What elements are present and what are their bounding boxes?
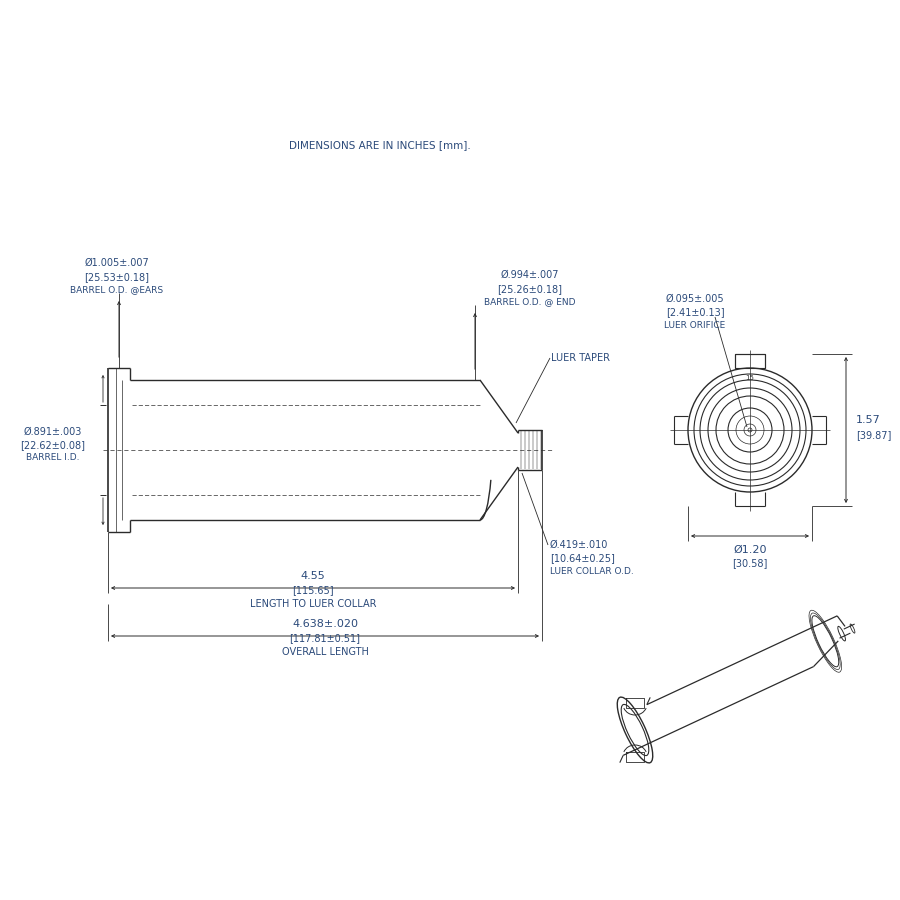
Text: Ø1.20: Ø1.20	[734, 545, 767, 555]
Text: LUER ORIFICE: LUER ORIFICE	[664, 320, 725, 329]
Text: Ø.994±.007: Ø.994±.007	[500, 270, 559, 280]
Text: [39.87]: [39.87]	[856, 430, 891, 440]
Text: Ø.891±.003: Ø.891±.003	[23, 427, 82, 437]
Text: 1.57: 1.57	[856, 415, 881, 425]
Bar	[735, 354, 765, 368]
Text: 4.55: 4.55	[301, 571, 326, 581]
Text: OVERALL LENGTH: OVERALL LENGTH	[282, 647, 368, 657]
Text: DIMENSIONS ARE IN INCHES [mm].: DIMENSIONS ARE IN INCHES [mm].	[289, 140, 471, 150]
Text: [30.58]: [30.58]	[733, 558, 768, 568]
Text: BARREL O.D. @EARS: BARREL O.D. @EARS	[70, 285, 164, 294]
Text: Ø1.005±.007: Ø1.005±.007	[85, 258, 149, 268]
Text: Ø.095±.005: Ø.095±.005	[666, 294, 724, 304]
Text: LUER TAPER: LUER TAPER	[551, 353, 610, 363]
Text: 15: 15	[745, 375, 754, 381]
Text: BARREL O.D. @ END: BARREL O.D. @ END	[484, 298, 576, 307]
Text: [25.53±0.18]: [25.53±0.18]	[85, 272, 149, 282]
Text: Ø.419±.010: Ø.419±.010	[550, 540, 608, 550]
Text: LUER COLLAR O.D.: LUER COLLAR O.D.	[550, 566, 634, 575]
Text: [25.26±0.18]: [25.26±0.18]	[498, 284, 562, 294]
Text: [117.81±0.51]: [117.81±0.51]	[290, 633, 361, 643]
Text: 4.638±.020: 4.638±.020	[292, 619, 358, 629]
Text: [2.41±0.13]: [2.41±0.13]	[666, 307, 724, 317]
Text: [22.62±0.08]: [22.62±0.08]	[21, 440, 86, 450]
Text: BARREL I.D.: BARREL I.D.	[26, 454, 80, 463]
Text: [10.64±0.25]: [10.64±0.25]	[550, 553, 615, 563]
Text: [115.65]: [115.65]	[292, 585, 334, 595]
Text: LENGTH TO LUER COLLAR: LENGTH TO LUER COLLAR	[250, 599, 376, 609]
